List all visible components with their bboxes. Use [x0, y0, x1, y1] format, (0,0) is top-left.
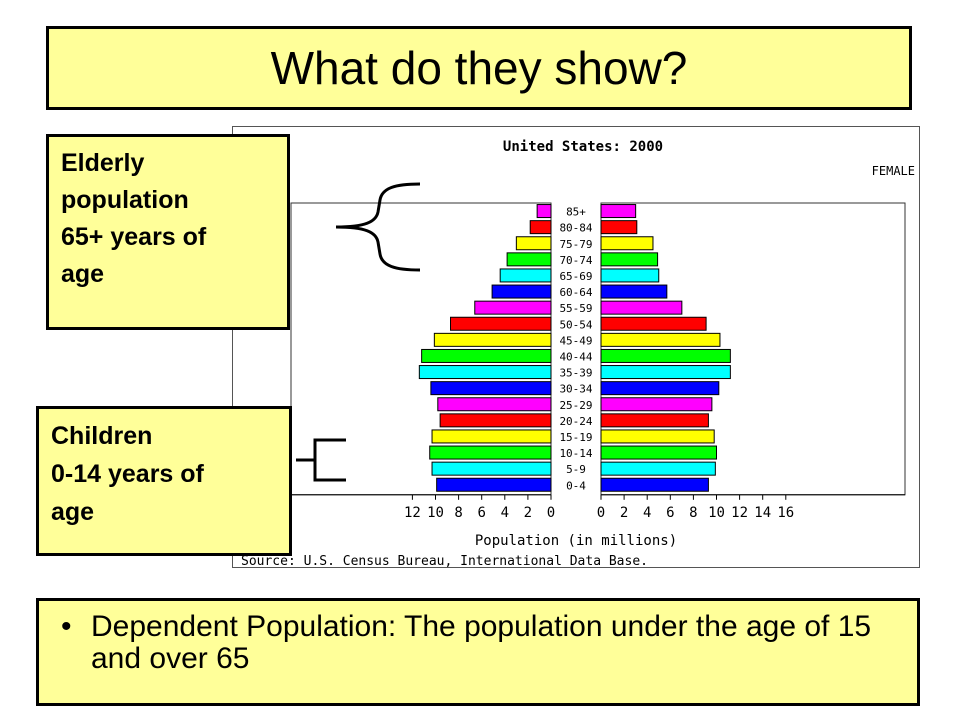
age-label: 85+ [566, 206, 586, 219]
bar-left [436, 477, 552, 492]
right-tick-label: 2 [620, 505, 628, 521]
age-label: 20-24 [559, 415, 592, 428]
age-label: 50-54 [559, 318, 592, 331]
children-line-3: age [51, 498, 95, 526]
elderly-line-2: population [61, 186, 189, 214]
bar-right [600, 477, 709, 492]
age-label: 35-39 [559, 367, 592, 380]
left-tick-label: 2 [524, 505, 532, 521]
left-tick-label: 10 [427, 505, 444, 521]
bar-left [515, 236, 552, 251]
age-label: 30-34 [559, 383, 592, 396]
bar-left [499, 268, 552, 283]
bar-left [430, 381, 552, 396]
bar-left [450, 316, 552, 331]
bar-left [437, 397, 552, 412]
bar-right [600, 429, 715, 444]
age-label: 15-19 [559, 431, 592, 444]
bar-right [600, 445, 717, 460]
children-line-1: Children [51, 422, 153, 450]
right-tick-label: 8 [689, 505, 697, 521]
age-label: 70-74 [559, 254, 592, 267]
x-axis-label: Population (in millions) [475, 533, 677, 549]
right-tick-label: 16 [777, 505, 794, 521]
elderly-line-3: 65+ years of [61, 223, 207, 251]
bar-right [600, 461, 716, 476]
children-callout: Children 0-14 years of age [36, 406, 292, 556]
bar-right [600, 284, 668, 299]
age-label: 5-9 [566, 463, 586, 476]
age-label: 10-14 [559, 447, 592, 460]
age-label: 60-64 [559, 286, 592, 299]
right-tick-label: 0 [597, 505, 605, 521]
age-label: 55-59 [559, 302, 592, 315]
age-label: 40-44 [559, 350, 592, 363]
bar-right [600, 413, 709, 428]
pyramid-chart: United States: 2000 FEMALE 85+ 80-84 75-79 70… [232, 126, 920, 569]
age-label: 65-69 [559, 270, 592, 283]
age-label: 25-29 [559, 399, 592, 412]
right-tick-label: 6 [666, 505, 674, 521]
female-label: FEMALE [872, 164, 915, 178]
bar-right [600, 397, 713, 412]
bar-right [600, 252, 659, 267]
bar-left [418, 365, 552, 380]
elderly-line-1: Elderly [61, 149, 145, 177]
right-tick-label: 10 [708, 505, 725, 521]
left-tick-label: 12 [404, 505, 421, 521]
children-bracket [296, 438, 346, 482]
bar-right [600, 316, 707, 331]
bar-right [600, 381, 720, 396]
elderly-line-4: age [61, 260, 105, 288]
age-label: 0-4 [566, 479, 586, 492]
bar-right [600, 348, 731, 363]
left-tick-label: 8 [454, 505, 462, 521]
bar-left [506, 252, 552, 267]
age-label: 45-49 [559, 334, 592, 347]
right-tick-label: 12 [731, 505, 748, 521]
bar-left [421, 348, 552, 363]
slide-title: What do they show? [270, 42, 688, 94]
bar-left [431, 429, 552, 444]
right-tick-label: 14 [754, 505, 771, 521]
chart-title: United States: 2000 [503, 139, 663, 155]
left-tick-label: 6 [477, 505, 485, 521]
bar-right [600, 220, 638, 235]
age-label: 80-84 [559, 222, 592, 235]
children-line-2: 0-14 years of [51, 460, 204, 488]
bar-right [600, 365, 731, 380]
bar-left [429, 445, 552, 460]
age-label: 75-79 [559, 238, 592, 251]
bullet-dot-icon: • [61, 610, 72, 643]
bar-left [536, 204, 552, 219]
elderly-bracket [335, 182, 421, 272]
left-tick-label: 0 [547, 505, 555, 521]
left-tick-label: 4 [501, 505, 509, 521]
elderly-callout: Elderly population 65+ years of age [46, 134, 290, 330]
right-tick-label: 4 [643, 505, 651, 521]
bar-left [439, 413, 552, 428]
definition-text: Dependent Population: The population und… [91, 610, 872, 675]
bar-right [600, 300, 683, 315]
title-box: What do they show? [46, 26, 912, 110]
bar-left [433, 332, 552, 347]
bar-left [491, 284, 552, 299]
bar-right [600, 236, 654, 251]
bar-right [600, 204, 637, 219]
bar-left [529, 220, 552, 235]
definition-box: • Dependent Population: The population u… [36, 598, 920, 706]
bar-left [431, 461, 552, 476]
bar-right [600, 332, 721, 347]
source-note: Source: U.S. Census Bureau, Internationa… [241, 554, 648, 569]
pyramid-svg: United States: 2000 FEMALE 85+ 80-84 75-79 70… [241, 139, 915, 569]
bar-right [600, 268, 660, 283]
bar-left [474, 300, 552, 315]
